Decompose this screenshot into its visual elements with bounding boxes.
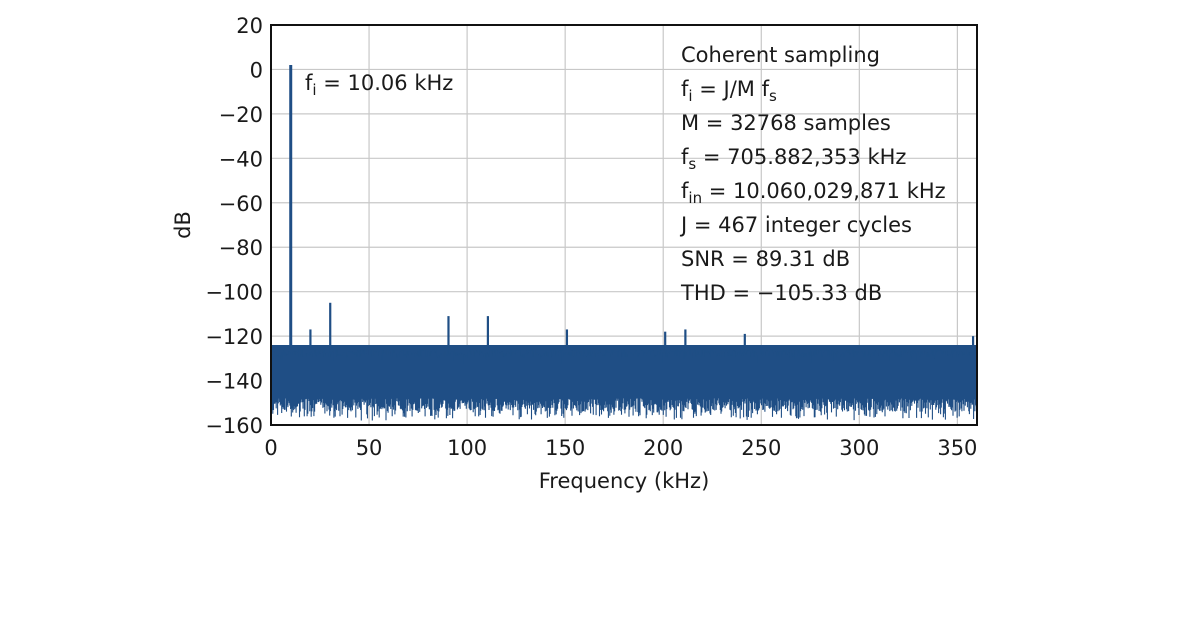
info-line: M = 32768 samples: [681, 111, 891, 135]
x-tick-label: 300: [839, 436, 879, 460]
x-tick-label: 150: [545, 436, 585, 460]
y-tick-label: −100: [205, 281, 263, 305]
x-axis-title: Frequency (kHz): [539, 469, 710, 493]
y-tick-label: −140: [205, 370, 263, 394]
peak-label: fi = 10.06 kHz: [305, 71, 453, 99]
y-axis-title: dB: [171, 211, 195, 239]
y-tick-label: −80: [219, 236, 263, 260]
info-line: fs = 705.882,353 kHz: [681, 145, 906, 173]
info-line: fi = J/M fs: [681, 77, 777, 105]
info-line: THD = −105.33 dB: [680, 281, 882, 305]
info-line: fin = 10.060,029,871 kHz: [681, 179, 946, 207]
plot-frame: [270, 24, 978, 426]
y-tick-label: −60: [219, 192, 263, 216]
y-tick-label: 20: [236, 14, 263, 38]
x-tick-label: 100: [447, 436, 487, 460]
y-tick-label: −20: [219, 103, 263, 127]
y-tick-label: 0: [250, 58, 263, 82]
x-tick-label: 350: [937, 436, 977, 460]
y-tick-label: −40: [219, 147, 263, 171]
x-tick-label: 0: [264, 436, 277, 460]
y-tick-label: −120: [205, 325, 263, 349]
x-tick-label: 250: [741, 436, 781, 460]
y-tick-label: −160: [205, 414, 263, 438]
x-tick-label: 50: [356, 436, 383, 460]
x-tick-label: 200: [643, 436, 683, 460]
info-line: J = 467 integer cycles: [679, 213, 912, 237]
info-line: SNR = 89.31 dB: [681, 247, 850, 271]
series-noise-floor: [270, 345, 977, 421]
info-line: Coherent sampling: [681, 43, 880, 67]
series-peaks: [289, 65, 975, 350]
